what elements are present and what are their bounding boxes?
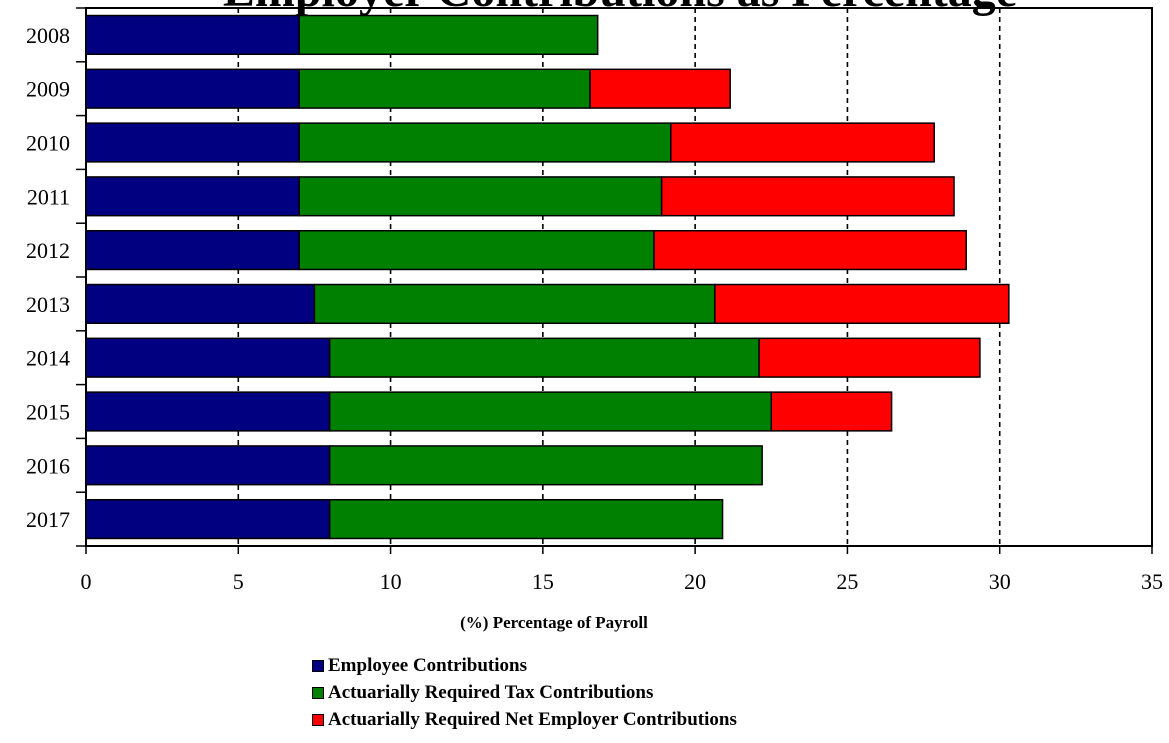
y-tick-label-2011: 2011 [27, 184, 70, 209]
bar-2010-series-1 [298, 122, 672, 163]
y-tick-label-2008: 2008 [26, 23, 70, 48]
legend: Employee Contributions Actuarially Requi… [312, 652, 737, 733]
bar-2009-series-2 [589, 68, 731, 109]
x-tick-label-20: 20 [684, 569, 706, 594]
legend-label-tax: Actuarially Required Tax Contributions [328, 681, 654, 703]
bar-2015-series-2 [770, 391, 893, 432]
bar-2016-series-0 [85, 445, 331, 486]
x-tick-label-35: 35 [1141, 569, 1163, 594]
bar-2014-series-2 [758, 337, 981, 378]
y-tick-label-2012: 2012 [26, 238, 70, 263]
y-tick-labels: 2008 2009 2010 2011 2012 2013 2014 2015 2016 2017 [26, 7, 86, 547]
x-tick-label-10: 10 [380, 569, 402, 594]
y-tick-label-2014: 2014 [26, 346, 70, 371]
bar-2015-series-0 [85, 391, 331, 432]
bar-2009-series-1 [298, 68, 591, 109]
x-tick-label-25: 25 [836, 569, 858, 594]
legend-label-employee: Employee Contributions [328, 654, 527, 676]
legend-item-tax: Actuarially Required Tax Contributions [312, 679, 737, 706]
bar-2010-series-2 [670, 122, 935, 163]
bar-2013-series-0 [85, 283, 316, 325]
y-tick-label-2013: 2013 [26, 292, 70, 317]
bar-2013-series-2 [714, 283, 1010, 325]
x-tick-label-15: 15 [532, 569, 554, 594]
x-tick-label-0: 0 [81, 569, 92, 594]
legend-item-employee: Employee Contributions [312, 652, 737, 679]
bar-2011-series-0 [85, 176, 300, 217]
bar-2009-series-0 [85, 68, 300, 109]
legend-swatch-net-employer [312, 713, 324, 726]
bar-2017-series-0 [85, 498, 331, 540]
bar-2015-series-1 [328, 391, 773, 432]
bar-2010-series-0 [85, 122, 300, 163]
bar-2014-series-1 [328, 337, 760, 378]
bars [85, 14, 1010, 540]
bar-2011-series-1 [298, 176, 663, 217]
y-tick-label-2016: 2016 [26, 453, 70, 478]
y-tick-label-2009: 2009 [26, 77, 70, 102]
legend-item-net-employer: Actuarially Required Net Employer Contri… [312, 706, 737, 733]
y-tick-label-2017: 2017 [26, 507, 70, 532]
bar-2011-series-2 [660, 176, 955, 217]
bar-2014-series-0 [85, 337, 331, 378]
legend-label-net-employer: Actuarially Required Net Employer Contri… [328, 708, 737, 730]
y-tick-label-2015: 2015 [26, 400, 70, 425]
bar-2017-series-1 [328, 498, 724, 540]
bar-2012-series-0 [85, 229, 300, 271]
bar-2013-series-1 [313, 283, 716, 325]
bar-2012-series-2 [653, 229, 967, 271]
x-tick-label-30: 30 [989, 569, 1011, 594]
bar-2012-series-1 [298, 229, 655, 271]
bar-2016-series-1 [328, 445, 763, 486]
y-tick-label-2010: 2010 [26, 131, 70, 156]
bar-2008-series-0 [85, 14, 300, 56]
legend-swatch-employee [312, 659, 324, 672]
legend-swatch-tax [312, 686, 324, 699]
x-tick-label-5: 5 [233, 569, 244, 594]
bar-2008-series-1 [298, 14, 599, 56]
x-tick-labels: 0 5 10 15 20 25 30 35 [81, 546, 1163, 594]
x-axis-title: (%) Percentage of Payroll [460, 613, 648, 632]
